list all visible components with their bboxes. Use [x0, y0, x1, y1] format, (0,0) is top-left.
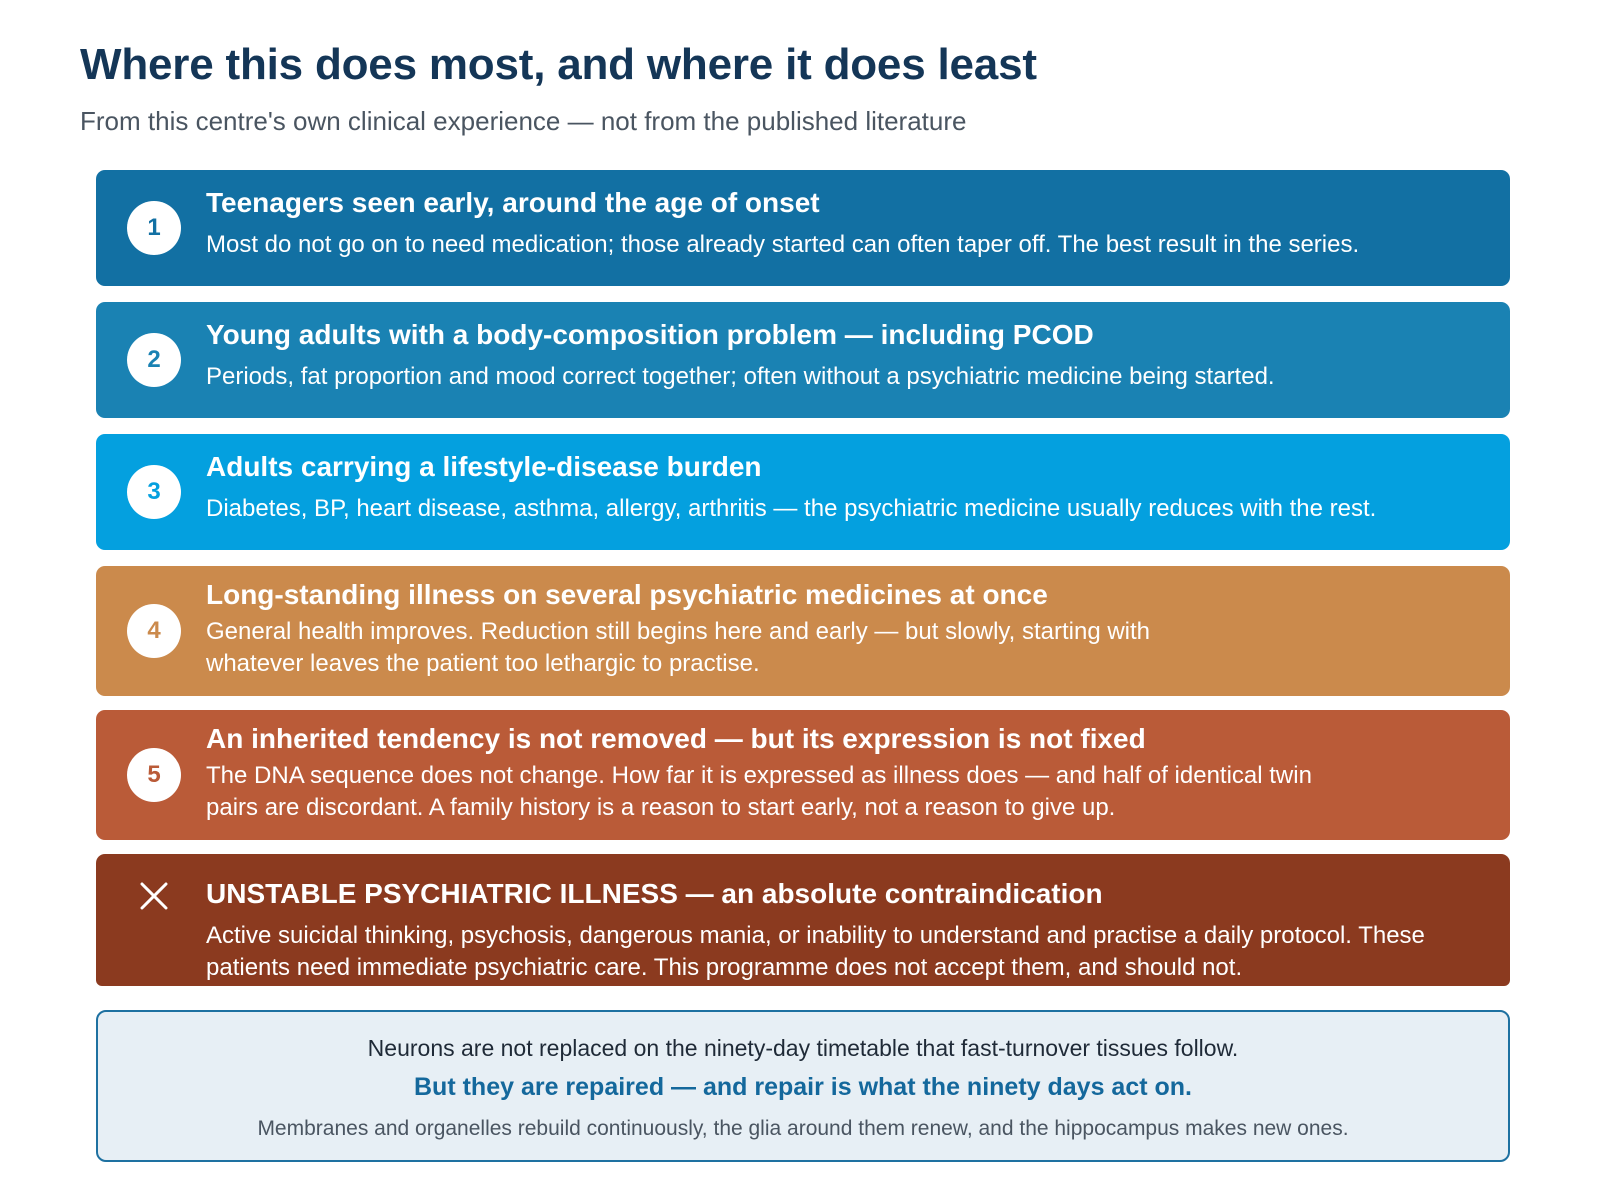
tier-title: Young adults with a body-composition pro… — [206, 319, 1094, 350]
cross-icon — [140, 882, 168, 910]
tier-description: Periods, fat proportion and mood correct… — [206, 363, 1275, 390]
tier-title: Teenagers seen early, around the age of … — [206, 187, 820, 218]
tier-title: An inherited tendency is not removed — b… — [206, 723, 1146, 754]
tier-description: The DNA sequence does not change. How fa… — [206, 762, 1312, 821]
tier-title: UNSTABLE PSYCHIATRIC ILLNESS — an absolu… — [206, 878, 1103, 909]
tier-description: General health improves. Reduction still… — [206, 618, 1151, 677]
tier-number-badge: 1 — [127, 201, 181, 255]
note-line-3: Membranes and organelles rebuild continu… — [257, 1117, 1349, 1140]
neuron-repair-note: Neurons are not replaced on the ninety-d… — [96, 1010, 1510, 1162]
tier-number-badge: 4 — [127, 604, 181, 658]
tier-number-badge: 5 — [127, 748, 181, 802]
note-line-1: Neurons are not replaced on the ninety-d… — [367, 1035, 1239, 1061]
tier-description: Active suicidal thinking, psychosis, dan… — [206, 922, 1425, 981]
tier-number-badge: 2 — [127, 333, 181, 387]
tier-title: Adults carrying a lifestyle-disease burd… — [206, 451, 762, 482]
page-subtitle: From this centre's own clinical experien… — [80, 106, 967, 136]
tier-number-badge: 3 — [127, 465, 181, 519]
tier-1-card: 1 Teenagers seen early, around the age o… — [96, 170, 1510, 286]
page-title: Where this does most, and where it does … — [80, 40, 1037, 89]
tier-2-card: 2 Young adults with a body-composition p… — [96, 302, 1510, 418]
tier-description: Diabetes, BP, heart disease, asthma, all… — [206, 495, 1377, 522]
note-line-2: But they are repaired — and repair is wh… — [414, 1073, 1192, 1101]
tier-5-card: 5 An inherited tendency is not removed —… — [96, 710, 1510, 840]
tier-title: Long-standing illness on several psychia… — [206, 579, 1048, 610]
contraindication-card: UNSTABLE PSYCHIATRIC ILLNESS — an absolu… — [96, 854, 1510, 986]
tier-description: Most do not go on to need medication; th… — [206, 231, 1360, 258]
tier-4-card: 4 Long-standing illness on several psych… — [96, 566, 1510, 696]
tier-3-card: 3 Adults carrying a lifestyle-disease bu… — [96, 434, 1510, 550]
